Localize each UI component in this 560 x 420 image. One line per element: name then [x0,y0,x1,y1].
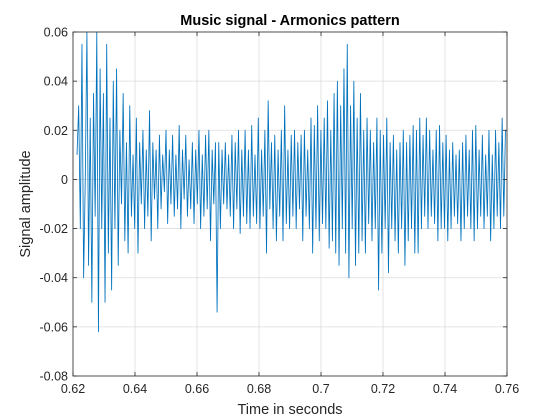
y-tick-label: -0.02 [40,222,69,236]
axes-box [72,31,508,377]
y-tick-label: -0.04 [40,271,69,285]
y-tick-label: 0.02 [44,124,68,138]
x-tick-label: 0.62 [61,382,85,396]
y-tick-label: 0.06 [44,26,68,40]
y-tick-labels: -0.08 -0.06 -0.04 -0.02 0 0.02 0.04 0.06 [40,26,69,384]
y-tick-label: -0.08 [40,370,69,384]
series-line-0 [76,31,506,333]
chart-title: Music signal - Armonics pattern [180,13,399,29]
x-axis-label: Time in seconds [237,402,342,418]
y-tick-label: 0.04 [44,75,68,89]
x-tick-label: 0.64 [123,382,147,396]
y-tick-label: 0 [61,173,68,187]
x-tick-label: 0.72 [371,382,395,396]
x-tick-labels: 0.62 0.64 0.66 0.68 0.7 0.72 0.74 0.76 [61,382,519,396]
x-tick-label: 0.66 [185,382,209,396]
ticks [72,31,508,377]
y-tick-label: -0.06 [40,320,69,334]
x-tick-label: 0.74 [433,382,457,396]
y-axis-label: Signal amplitude [18,150,34,257]
x-tick-label: 0.7 [312,382,329,396]
x-tick-label: 0.68 [247,382,271,396]
series-layer [76,31,506,333]
x-tick-label: 0.76 [495,382,519,396]
